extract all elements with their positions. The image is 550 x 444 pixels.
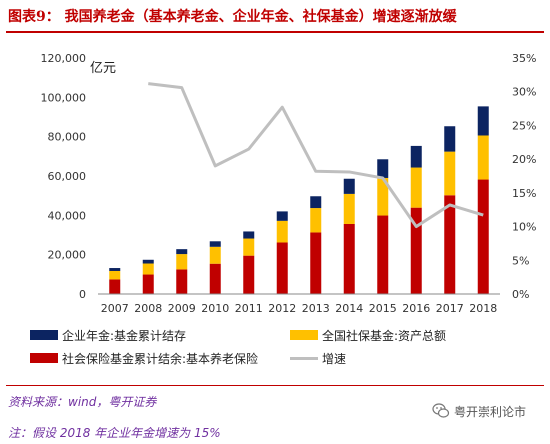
y-left-tick-label: 20,000 <box>48 249 87 262</box>
bar-segment <box>310 208 322 233</box>
y-right-tick-label: 5% <box>512 254 529 267</box>
legend-item: 增速 <box>290 350 346 366</box>
x-tick-label: 2016 <box>402 302 430 315</box>
x-tick-label: 2018 <box>469 302 497 315</box>
x-tick-label: 2017 <box>436 302 464 315</box>
bar-segment <box>410 145 422 168</box>
y-right-tick-label: 30% <box>512 86 536 99</box>
bar-segment <box>343 223 355 294</box>
bar-segment <box>142 263 154 275</box>
legend-item: 全国社保基金:资产总额 <box>290 327 446 343</box>
legend-swatch <box>290 330 318 340</box>
y-left-tick-label: 80,000 <box>48 131 87 144</box>
y-right-tick-label: 35% <box>512 52 536 65</box>
bar-segment <box>377 159 389 178</box>
bar-segment <box>176 269 188 294</box>
y-left-tick-label: 100,000 <box>41 91 87 104</box>
bar-segment <box>477 135 489 180</box>
legend-swatch <box>290 356 318 360</box>
legend-label: 全国社保基金:资产总额 <box>322 328 447 343</box>
y-left-tick-label: 60,000 <box>48 170 87 183</box>
source-text: 资料来源：wind，粤开证券 <box>8 395 157 409</box>
bar-segment <box>377 177 389 216</box>
x-tick-label: 2011 <box>235 302 263 315</box>
bar-segment <box>276 220 288 243</box>
legend-swatch <box>30 353 58 363</box>
bar-segment <box>243 255 255 294</box>
note-text: 注：假设 2018 年企业年金增速为 15% <box>8 426 221 440</box>
bar-segment <box>310 232 322 294</box>
bar-segment <box>209 263 221 294</box>
x-tick-label: 2010 <box>201 302 229 315</box>
x-tick-label: 2008 <box>134 302 162 315</box>
growth-rate-line <box>148 82 484 229</box>
y-right-tick-label: 0% <box>512 288 529 301</box>
y-left-tick-label: 0 <box>79 288 86 301</box>
y-left-tick-label: 40,000 <box>48 209 87 222</box>
bar-segment <box>176 249 188 255</box>
bar-segment <box>243 238 255 256</box>
bar-segment <box>444 151 456 196</box>
bar-segment <box>209 246 221 264</box>
legend-label: 企业年金:基金累计结存 <box>62 328 187 343</box>
x-tick-label: 2007 <box>101 302 129 315</box>
y-right-tick-label: 20% <box>512 153 536 166</box>
bar-segment <box>109 268 121 271</box>
bar-segment <box>377 215 389 294</box>
x-tick-label: 2012 <box>268 302 296 315</box>
watermark: 粤开崇利论市 <box>432 402 526 420</box>
bar-segment <box>109 270 121 280</box>
bar-segment <box>142 259 154 264</box>
bar-segment <box>176 254 188 270</box>
bar-segment <box>444 126 456 152</box>
bar-segment <box>410 207 422 294</box>
bar-segment <box>343 193 355 224</box>
unit-label: 亿元 <box>90 61 116 76</box>
y-right-tick-label: 15% <box>512 187 536 200</box>
bar-segment <box>310 196 322 209</box>
pension-chart: 0 20,000 40,000 60,000 80,000 100,000 120,000 0… <box>41 52 537 315</box>
bar-segment <box>142 274 154 294</box>
legend-item: 企业年金:基金累计结存 <box>30 327 186 343</box>
watermark-text: 粤开崇利论市 <box>454 404 527 419</box>
x-tick-label: 2013 <box>302 302 330 315</box>
y-right-tick-label: 25% <box>512 119 536 132</box>
legend-item: 社会保险基金累计结余:基本养老保险 <box>30 350 258 366</box>
legend-label: 增速 <box>322 351 347 366</box>
bar-segment <box>109 279 121 294</box>
legend-label: 社会保险基金累计结余:基本养老保险 <box>62 351 259 366</box>
y-left-tick-label: 120,000 <box>41 52 87 65</box>
bar-segment <box>343 178 355 194</box>
chart-title: 图表9： 我国养老金（基本养老金、企业年金、社保基金）增速逐渐放缓 <box>8 9 457 25</box>
x-tick-label: 2015 <box>369 302 397 315</box>
bar-segment <box>444 195 456 294</box>
bar-segment <box>209 241 221 247</box>
bar-segment <box>243 231 255 239</box>
bar-segment <box>477 106 489 136</box>
legend-swatch <box>30 330 58 340</box>
bar-segment <box>410 167 422 208</box>
x-tick-label: 2009 <box>168 302 196 315</box>
x-tick-label: 2014 <box>335 302 363 315</box>
wechat-icon <box>432 403 450 418</box>
bar-segment <box>276 211 288 221</box>
bar-segment <box>276 242 288 294</box>
title-divider <box>6 31 544 33</box>
bar-segment <box>477 179 489 294</box>
y-right-tick-label: 10% <box>512 221 536 234</box>
footer-divider <box>6 385 544 386</box>
